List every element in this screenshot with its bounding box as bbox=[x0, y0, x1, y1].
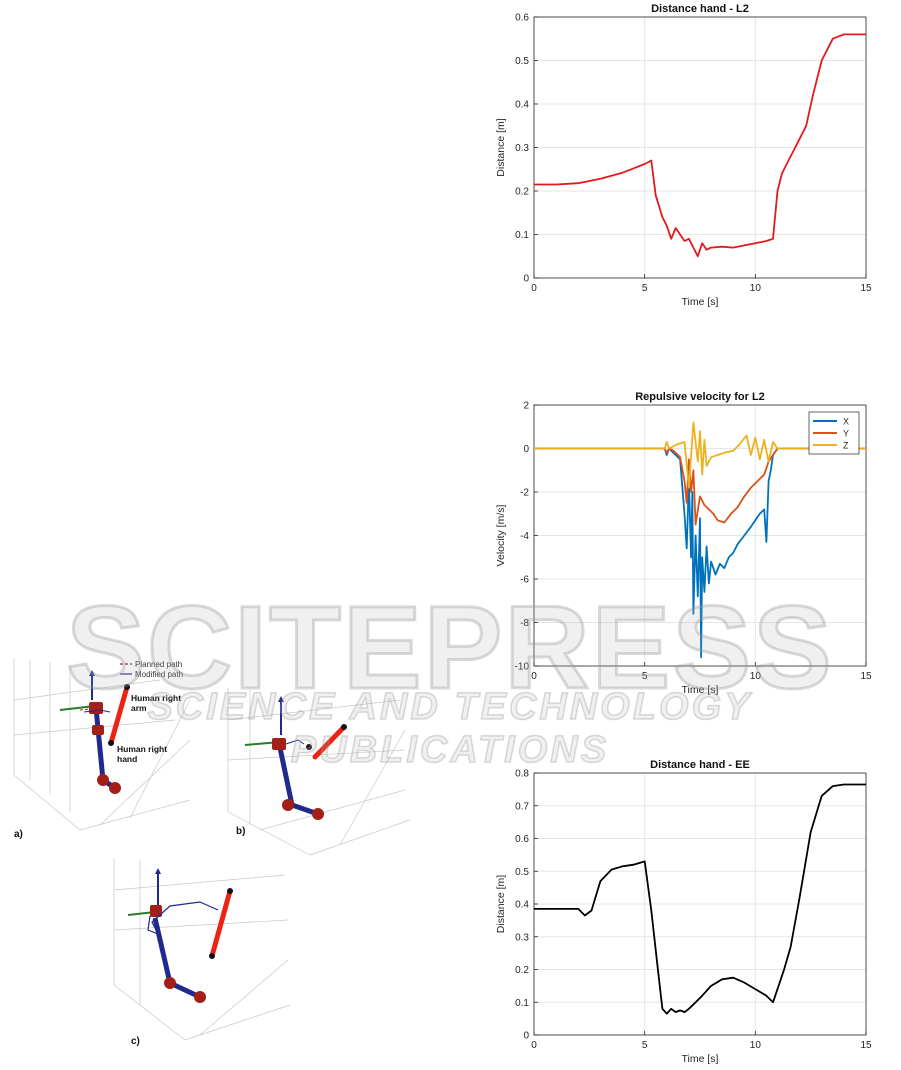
chart-1: 0 5 10 15 0 0.1 0.2 0.3 0.4 0.5 0.6 Distance hand -… bbox=[495, 3, 872, 308]
y-tick-label: 0.7 bbox=[515, 801, 529, 812]
x-tick-label: 10 bbox=[750, 1040, 762, 1051]
y-tick-label: 0.3 bbox=[515, 932, 529, 943]
x-tick-label: 5 bbox=[642, 283, 648, 294]
panel-a-axes bbox=[13, 658, 191, 831]
panel-label-c: c) bbox=[131, 1036, 140, 1047]
panel-b-robot bbox=[244, 696, 347, 820]
x-tick-label: 10 bbox=[750, 671, 762, 682]
x-axis-label: Time [s] bbox=[682, 1053, 719, 1065]
x-tick-label: 5 bbox=[642, 671, 648, 682]
axis-arrow-icon bbox=[89, 670, 95, 676]
y-tick-label: 0.4 bbox=[515, 900, 529, 911]
axis-arrow-icon bbox=[155, 868, 161, 874]
joint-marker bbox=[164, 977, 176, 989]
panel-label-b: b) bbox=[236, 826, 246, 837]
y-tick-label: -6 bbox=[520, 575, 529, 586]
panel-label-a: a) bbox=[14, 829, 23, 840]
y-tick-label: 0.6 bbox=[515, 834, 529, 845]
joint-marker bbox=[312, 808, 324, 820]
human-arm bbox=[312, 724, 347, 760]
x-tick-label: 0 bbox=[531, 1040, 537, 1051]
chart-title: Repulsive velocity for L2 bbox=[635, 391, 765, 403]
series-line-x bbox=[534, 447, 866, 659]
human-arm bbox=[108, 684, 130, 746]
y-tick-label: -2 bbox=[520, 488, 529, 499]
series-line-z bbox=[534, 421, 866, 489]
x-tick-label: 15 bbox=[860, 1040, 872, 1051]
x-tick-label: 15 bbox=[860, 671, 872, 682]
y-tick-label: 0.1 bbox=[515, 998, 529, 1009]
legend-entry: Y bbox=[843, 429, 849, 439]
y-tick-label: 0 bbox=[523, 1031, 529, 1042]
chart-title: Distance hand - EE bbox=[650, 759, 750, 771]
panel-c-robot bbox=[127, 868, 233, 1003]
y-tick-label: -10 bbox=[515, 662, 530, 673]
annotation-human-right-arm: Human right arm bbox=[131, 693, 182, 713]
legend-entry: X bbox=[843, 417, 849, 427]
y-axis-label: Velocity [m/s] bbox=[495, 504, 507, 566]
y-tick-label: 0 bbox=[523, 444, 529, 455]
panel-a-robot: Planned path Modified path bbox=[59, 660, 183, 794]
chart-3: 0 5 10 15 0 0.1 0.2 0.3 0.4 0.5 0.6 0.7 0.8 Distance … bbox=[495, 759, 872, 1065]
x-axis-label: Time [s] bbox=[682, 684, 719, 696]
robot-figure: Planned path Modified path bbox=[0, 640, 420, 1060]
joint-marker bbox=[282, 799, 294, 811]
annotation-human-right-hand: Human right hand bbox=[117, 744, 168, 764]
joint-marker bbox=[92, 725, 104, 735]
x-tick-label: 0 bbox=[531, 671, 537, 682]
joint-marker bbox=[97, 774, 109, 786]
y-tick-label: 0.6 bbox=[515, 13, 529, 24]
y-axis-label: Distance [m] bbox=[495, 875, 507, 933]
robot-figure-drawing: Planned path Modified path bbox=[13, 658, 411, 1041]
y-tick-label: 0.5 bbox=[515, 867, 529, 878]
joint-marker bbox=[272, 738, 286, 750]
y-tick-label: 0.1 bbox=[515, 230, 529, 241]
y-axis-label: Distance [m] bbox=[495, 118, 507, 176]
x-tick-label: 10 bbox=[750, 283, 762, 294]
y-tick-label: 0.4 bbox=[515, 100, 529, 111]
y-tick-label: 0.8 bbox=[515, 769, 529, 780]
legend-entry: Z bbox=[843, 441, 849, 451]
x-tick-label: 5 bbox=[642, 1040, 648, 1051]
chart-title: Distance hand - L2 bbox=[651, 3, 749, 15]
series-line-y bbox=[534, 447, 866, 526]
y-tick-label: -4 bbox=[520, 531, 529, 542]
x-tick-label: 0 bbox=[531, 283, 537, 294]
chart-2: 0 5 10 15 -10 -8 -6 -4 -2 0 2 Repulsive velocity fo… bbox=[495, 391, 872, 696]
x-axis-label: Time [s] bbox=[682, 296, 719, 308]
human-arm bbox=[209, 888, 233, 959]
series-line-1 bbox=[534, 33, 866, 258]
y-tick-label: 0 bbox=[523, 274, 529, 285]
y-tick-label: 0.3 bbox=[515, 143, 529, 154]
joint-marker bbox=[150, 905, 162, 917]
panel-c-axes bbox=[113, 858, 291, 1041]
y-tick-label: -8 bbox=[520, 618, 529, 629]
panel-b-axes bbox=[227, 688, 411, 856]
y-tick-label: 0.5 bbox=[515, 56, 529, 67]
y-tick-label: 0.2 bbox=[515, 965, 529, 976]
axis-arrow-icon bbox=[278, 696, 284, 702]
legend-planned-path: Planned path bbox=[135, 660, 182, 669]
series-line-1 bbox=[534, 783, 866, 1015]
x-tick-label: 15 bbox=[860, 283, 872, 294]
legend-modified-path: Modified path bbox=[135, 670, 183, 679]
joint-marker bbox=[109, 782, 121, 794]
y-tick-label: 2 bbox=[523, 401, 529, 412]
y-tick-label: 0.2 bbox=[515, 187, 529, 198]
joint-marker bbox=[194, 991, 206, 1003]
